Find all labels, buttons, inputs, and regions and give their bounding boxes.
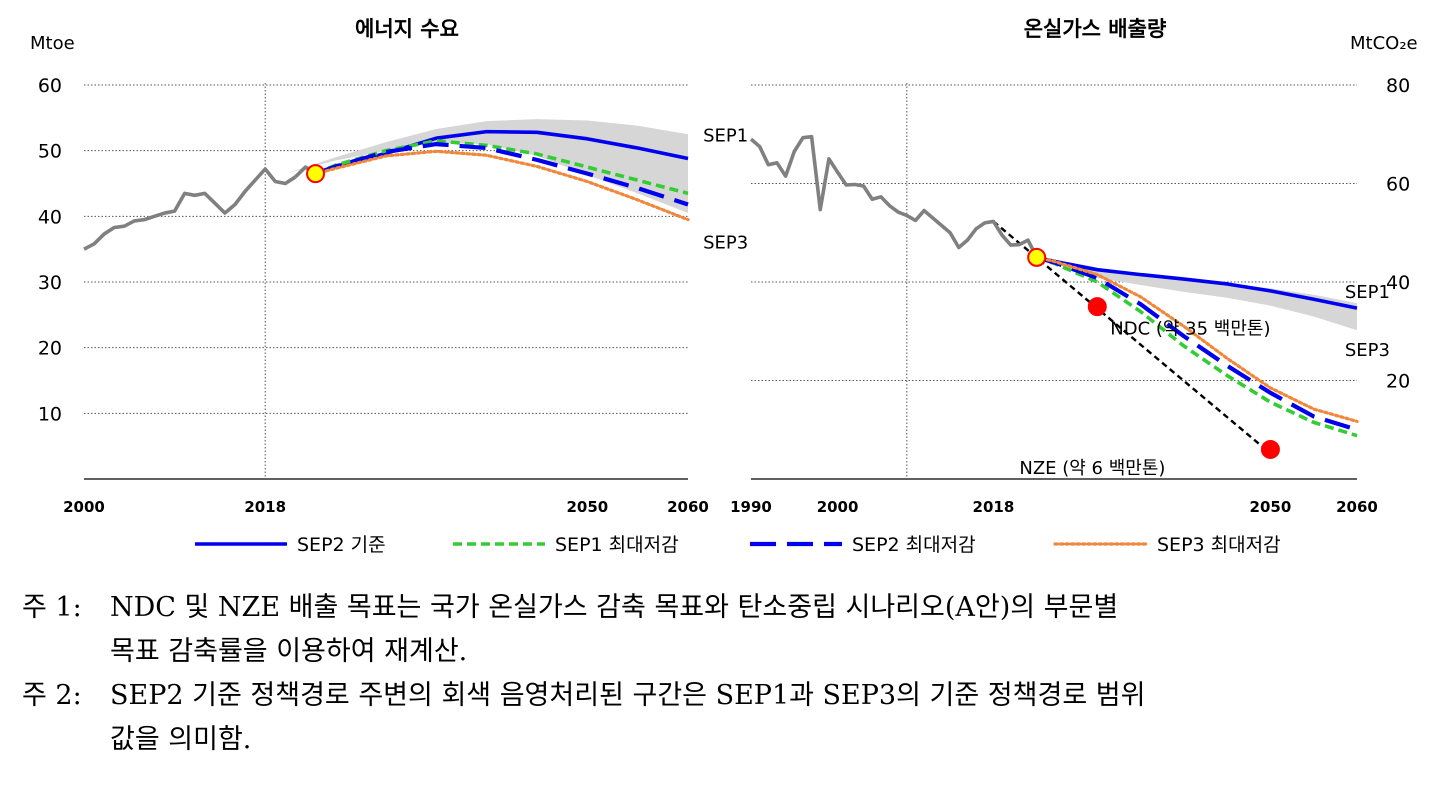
y-tick-label: 20 <box>38 338 62 360</box>
y-tick-label: 60 <box>38 75 62 97</box>
x-tick-label: 2000 <box>817 498 859 516</box>
footnotes: 주 1: NDC 및 NZE 배출 목표는 국가 온실가스 감축 목표와 탄소중… <box>22 586 1442 762</box>
ghg-emissions-chart: 온실가스 배출량 MtCO₂e 20 40 60 80 1990 2000 2018 2050 20… <box>730 17 1418 516</box>
range-band <box>285 119 688 214</box>
note-2-text: SEP2 기준 정책경로 주변의 회색 음영처리된 구간은 SEP1과 SEP3… <box>110 680 1146 711</box>
series-line-SEP2-기준 <box>1036 255 1358 310</box>
chart-title: 온실가스 배출량 <box>1024 17 1167 41</box>
point-marker <box>1260 439 1280 459</box>
series-line-SEP2-최대저감 <box>314 142 689 207</box>
annotation-label: NDC (약 35 백만톤) <box>1110 318 1270 339</box>
y-tick-label: 40 <box>38 206 62 228</box>
chart-title: 에너지 수요 <box>355 17 459 41</box>
x-tick-label: 2050 <box>566 498 608 516</box>
annotation-label: NZE (약 6 백만톤) <box>1019 458 1165 479</box>
legend: SEP2 기준 SEP1 최대저감 SEP2 최대저감 SEP3 최대저감 <box>195 534 1281 556</box>
annotation-label: SEP1 <box>703 125 748 146</box>
y-tick-label: 80 <box>1386 75 1410 97</box>
legend-label: SEP3 최대저감 <box>1157 534 1281 556</box>
note-2-lead: 주 2: <box>22 680 82 711</box>
annotation-label: SEP3 <box>1345 340 1390 361</box>
series-line-SEP3-최대저감 <box>1035 255 1359 423</box>
series-line-historical-0 <box>749 134 1039 259</box>
note-1: 주 1: NDC 및 NZE 배출 목표는 국가 온실가스 감축 목표와 탄소중… <box>22 586 1442 674</box>
annotation-label: SEP3 <box>703 232 748 253</box>
note-1-lead: 주 1: <box>22 592 82 623</box>
legend-label: SEP2 최대저감 <box>852 534 976 556</box>
y-tick-label: 30 <box>38 272 62 294</box>
note-1-text-cont: 목표 감축률을 이용하여 재계산. <box>110 636 468 667</box>
x-tick-label: 2060 <box>667 498 709 516</box>
y-unit-label: Mtoe <box>30 33 75 54</box>
y-tick-label: 40 <box>1386 272 1410 294</box>
y-unit-label: MtCO₂e <box>1350 33 1418 54</box>
note-2: 주 2: SEP2 기준 정책경로 주변의 회색 음영처리된 구간은 SEP1과… <box>22 674 1442 762</box>
y-tick-label: 20 <box>1386 371 1410 393</box>
series-line-SEP3-최대저감 <box>313 149 690 222</box>
x-tick-label: 2018 <box>244 498 286 516</box>
point-marker <box>1027 247 1047 267</box>
y-tick-label: 50 <box>38 141 62 163</box>
point-marker <box>1087 297 1107 317</box>
point-marker <box>306 164 326 184</box>
range-band <box>1036 257 1357 331</box>
gridlines <box>751 84 1357 381</box>
series-line-SEP1-최대저감 <box>314 139 689 196</box>
series-line-SEP1-최대저감 <box>1036 255 1358 438</box>
x-tick-label: 2060 <box>1336 498 1378 516</box>
y-tick-label: 60 <box>1386 174 1410 196</box>
x-tick-label: 2000 <box>63 498 105 516</box>
note-1-text: NDC 및 NZE 배출 목표는 국가 온실가스 감축 목표와 탄소중립 시나리… <box>110 592 1119 623</box>
y-tick-label: 10 <box>38 403 62 425</box>
energy-demand-chart: 에너지 수요 Mtoe 10 20 30 40 50 60 2000 2018 2050 2060 SE… <box>30 17 748 516</box>
legend-label: SEP1 최대저감 <box>555 534 679 556</box>
annotation-label: SEP1 <box>1345 282 1390 303</box>
series-line-historical-0 <box>83 167 297 251</box>
legend-label: SEP2 기준 <box>297 534 386 556</box>
series-line-SEP2-최대저감 <box>1036 255 1358 432</box>
note-2-text-cont: 값을 의미함. <box>110 724 252 755</box>
x-tick-label: 2050 <box>1250 498 1292 516</box>
x-tick-label: 1990 <box>730 498 772 516</box>
x-tick-label: 2018 <box>973 498 1015 516</box>
